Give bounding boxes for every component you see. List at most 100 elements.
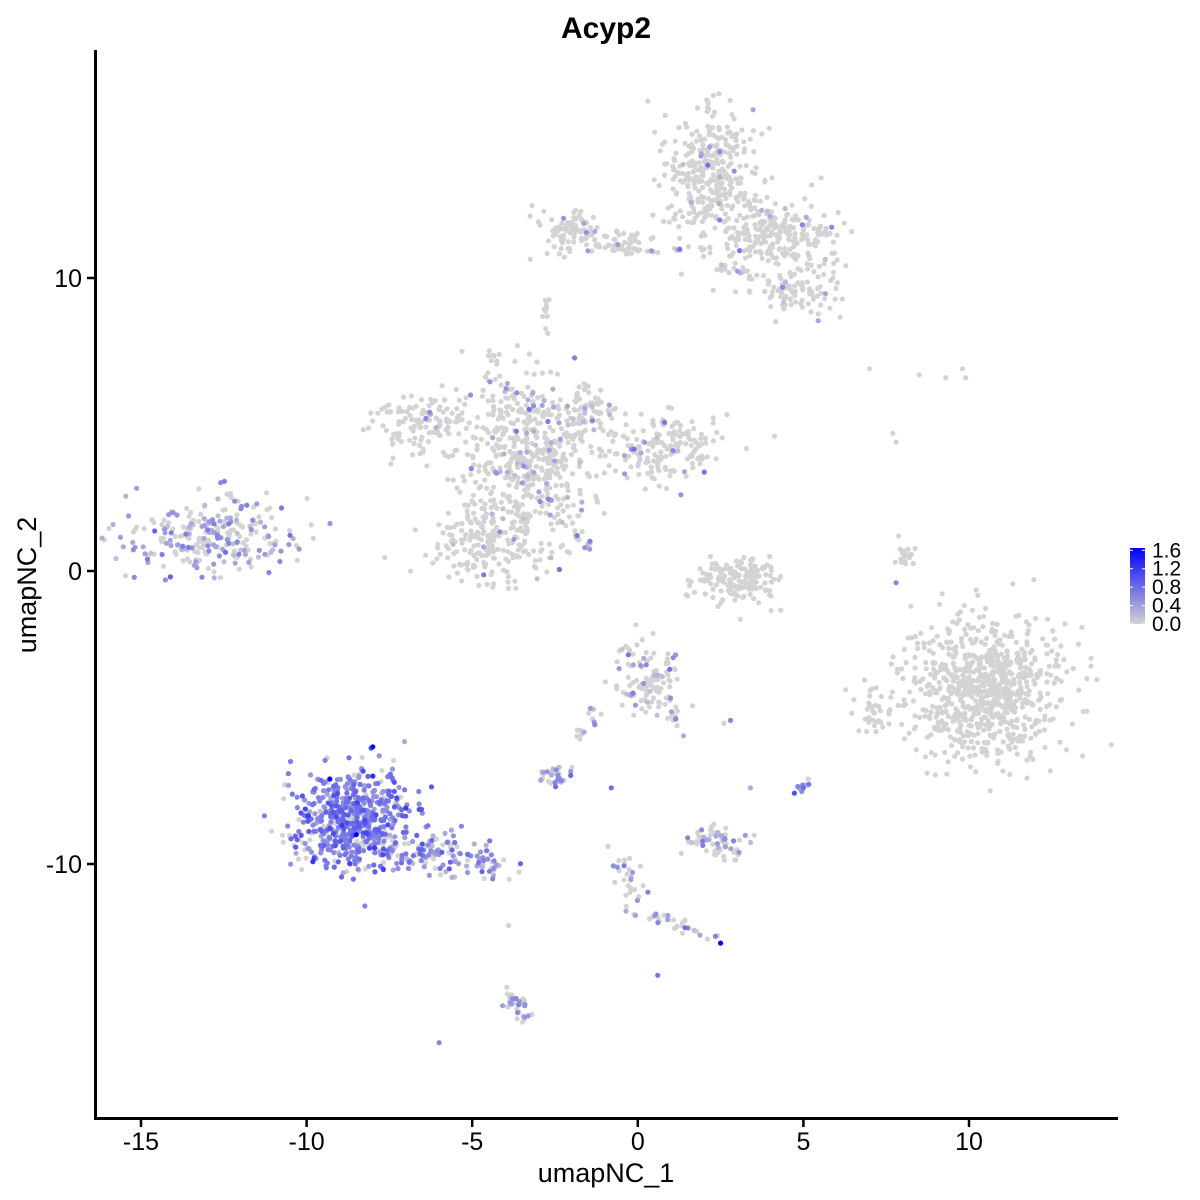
cell-point <box>917 678 923 684</box>
cell-point <box>533 463 539 470</box>
cell-point <box>714 156 720 162</box>
cell-point <box>728 846 734 852</box>
cell-point <box>452 839 458 846</box>
cell-point <box>700 199 706 205</box>
cell-point <box>446 574 452 580</box>
cell-point <box>971 625 977 631</box>
cell-point <box>1045 616 1051 622</box>
cell-point <box>668 709 675 715</box>
cell-point <box>166 511 172 518</box>
cell-point <box>506 464 512 470</box>
cell-point <box>134 485 140 491</box>
cell-point <box>1042 744 1048 751</box>
cell-point <box>939 591 945 597</box>
cell-point <box>614 228 620 234</box>
cell-point <box>788 274 794 280</box>
cell-point <box>744 231 751 238</box>
colorbar-tick-label: 0.0 <box>1152 613 1181 636</box>
cell-point <box>354 800 360 806</box>
cell-point <box>500 432 506 438</box>
cell-point <box>928 750 934 756</box>
cell-point <box>670 448 676 454</box>
cell-point <box>710 586 716 592</box>
cell-point <box>984 752 990 759</box>
cell-point <box>723 137 729 143</box>
cell-point <box>741 554 747 561</box>
cell-point <box>721 720 727 727</box>
cell-point <box>506 922 512 929</box>
cell-point <box>568 772 574 779</box>
cell-point <box>463 532 469 538</box>
cell-point <box>734 585 741 591</box>
cell-point <box>490 435 496 441</box>
cell-point <box>651 695 657 701</box>
cell-point <box>500 547 506 553</box>
cell-point <box>268 515 275 521</box>
cell-point <box>670 435 676 441</box>
cell-point <box>995 758 1001 764</box>
cell-point <box>996 684 1002 690</box>
cell-point <box>535 407 541 413</box>
cell-point <box>450 477 456 483</box>
cell-point <box>849 710 855 716</box>
cell-point <box>635 463 641 469</box>
cell-point <box>482 513 488 519</box>
cell-point <box>622 411 629 417</box>
cell-point <box>791 790 798 796</box>
cell-point <box>691 927 697 934</box>
cell-point <box>692 163 698 170</box>
cell-point <box>400 419 406 425</box>
cell-point <box>685 182 691 188</box>
cell-point <box>715 845 722 851</box>
cell-point <box>488 852 494 858</box>
cell-point <box>390 867 396 873</box>
cell-point <box>931 724 938 730</box>
cell-point <box>911 678 917 684</box>
cell-point <box>896 533 902 539</box>
cell-point <box>457 489 463 495</box>
cell-point <box>1025 628 1031 634</box>
cell-point <box>319 828 325 834</box>
cell-point <box>170 509 176 516</box>
cell-point <box>699 456 706 462</box>
cell-point <box>989 713 995 719</box>
cell-point <box>490 484 497 490</box>
cell-point <box>444 524 450 531</box>
cell-point <box>394 860 400 867</box>
cell-point <box>750 128 757 134</box>
cell-point <box>311 786 317 793</box>
cell-point <box>502 475 508 481</box>
cell-point <box>1018 684 1024 690</box>
cell-point <box>866 719 872 726</box>
cell-point <box>700 209 706 215</box>
cell-point <box>1017 679 1023 685</box>
cell-point <box>278 505 285 511</box>
cell-point <box>583 229 590 235</box>
cell-point <box>409 452 416 458</box>
cell-point <box>701 232 707 238</box>
cell-point <box>761 273 767 279</box>
cell-point <box>718 940 724 946</box>
cell-point <box>592 228 598 234</box>
cell-point <box>590 418 596 424</box>
cell-point <box>778 607 784 613</box>
cell-point <box>620 433 627 439</box>
cell-point <box>672 138 678 144</box>
cell-point <box>462 547 468 553</box>
cell-point <box>934 711 940 718</box>
cell-point <box>1057 739 1063 745</box>
cell-point <box>324 791 330 797</box>
cell-point <box>230 552 237 558</box>
cell-point <box>410 838 416 845</box>
cell-point <box>500 567 507 573</box>
cell-point <box>196 486 202 492</box>
cell-point <box>403 851 409 857</box>
cell-point <box>496 351 502 357</box>
cell-point <box>685 835 691 841</box>
cell-point <box>396 421 402 427</box>
cell-point <box>792 213 799 219</box>
cell-point <box>491 447 497 454</box>
cell-point <box>188 509 194 516</box>
cell-point <box>606 463 612 469</box>
cell-point <box>965 733 971 739</box>
